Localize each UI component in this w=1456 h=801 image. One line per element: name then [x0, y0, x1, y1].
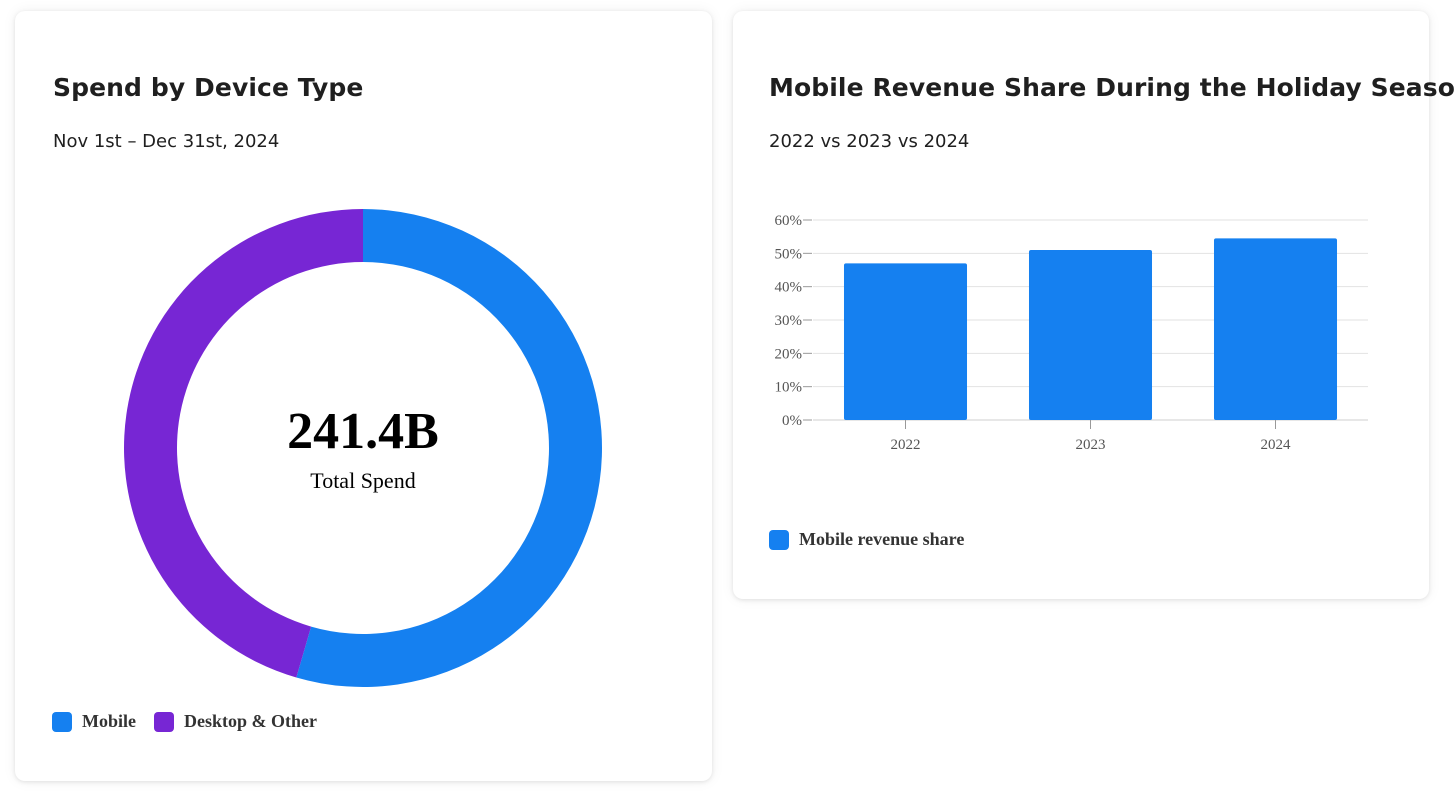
bar-legend: Mobile revenue share	[769, 529, 982, 550]
legend-label-mobile: Mobile	[82, 711, 136, 731]
legend-label-mobile-revenue-share: Mobile revenue share	[799, 529, 965, 549]
x-tick-label-2023: 2023	[1076, 437, 1106, 453]
legend-item-desktop-other[interactable]: Desktop & Other	[154, 711, 317, 732]
x-tick-label-2022: 2022	[891, 437, 921, 453]
y-tick-label-20: 20%	[775, 346, 803, 362]
legend-item-mobile[interactable]: Mobile	[52, 711, 136, 732]
bar-chart-subtitle: 2022 vs 2023 vs 2024	[769, 131, 970, 152]
y-tick-label-50: 50%	[775, 246, 803, 262]
legend-swatch-mobile	[52, 711, 72, 732]
bar-chart-title: Mobile Revenue Share During the Holiday …	[769, 73, 1456, 102]
legend-swatch-desktop-other	[154, 711, 174, 732]
y-tick-label-30: 30%	[775, 313, 803, 329]
spend-by-device-card: Spend by Device Type Nov 1st – Dec 31st,…	[15, 11, 712, 781]
donut-chart-title: Spend by Device Type	[53, 73, 364, 102]
total-spend-label: Total Spend	[310, 468, 415, 493]
y-tick-label-0: 0%	[782, 413, 802, 429]
donut-slice-mobile[interactable]	[296, 209, 603, 687]
total-spend-value: 241.4B	[287, 403, 439, 460]
bar-chart: 0% 10% 20% 30% 40% 50% 60% 2022 2023 2024	[775, 213, 1368, 453]
y-tick-label-10: 10%	[775, 380, 803, 396]
x-tick-label-2024: 2024	[1261, 437, 1292, 453]
y-tick-label-40: 40%	[775, 280, 803, 296]
bar-2024[interactable]	[1213, 238, 1338, 420]
legend-swatch-mobile-revenue-share	[769, 529, 789, 550]
bar-2022[interactable]	[843, 263, 968, 420]
bar-2023[interactable]	[1028, 250, 1153, 420]
legend-label-desktop-other: Desktop & Other	[184, 711, 317, 731]
donut-slice-desktop-other[interactable]	[124, 209, 363, 678]
donut-legend: Mobile Desktop & Other	[52, 711, 335, 732]
donut-chart: 241.4B Total Spend	[124, 209, 603, 687]
donut-chart-subtitle: Nov 1st – Dec 31st, 2024	[53, 131, 280, 152]
y-tick-label-60: 60%	[775, 213, 803, 229]
mobile-revenue-share-card: Mobile Revenue Share During the Holiday …	[733, 11, 1456, 599]
legend-item-mobile-revenue-share[interactable]: Mobile revenue share	[769, 529, 964, 550]
